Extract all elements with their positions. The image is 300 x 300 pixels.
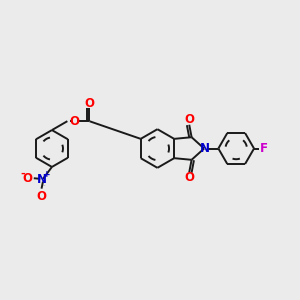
Text: O: O	[84, 97, 94, 110]
Text: N: N	[200, 142, 210, 155]
Text: F: F	[260, 142, 268, 155]
Text: O: O	[69, 115, 79, 128]
Text: +: +	[43, 170, 50, 179]
Text: O: O	[184, 170, 194, 184]
Text: O: O	[184, 113, 194, 127]
Text: O: O	[22, 172, 32, 185]
Text: O: O	[37, 190, 46, 202]
Text: N: N	[37, 173, 47, 186]
Text: -: -	[20, 169, 25, 179]
